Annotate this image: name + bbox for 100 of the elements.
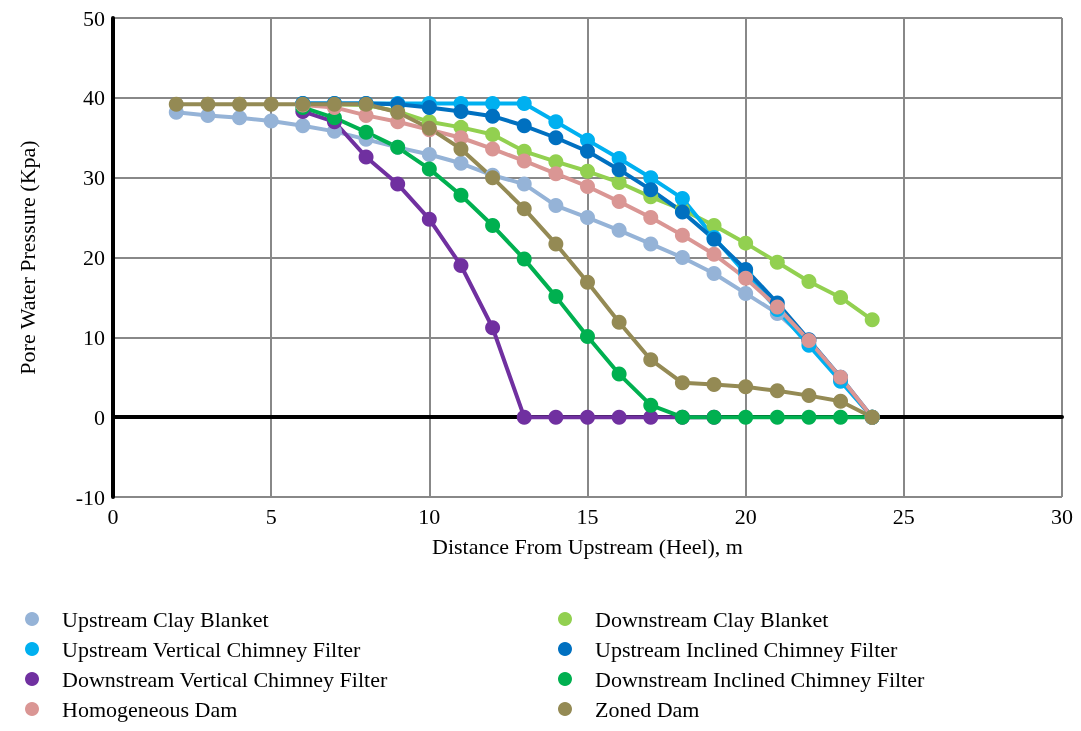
- legend-label: Downstream Inclined Chimney Filter: [595, 666, 925, 692]
- point: [421, 147, 437, 163]
- point: [769, 383, 785, 399]
- point: [453, 257, 469, 273]
- point: [453, 155, 469, 171]
- x-tick-label: 10: [418, 503, 441, 529]
- point: [643, 236, 659, 252]
- point: [168, 96, 184, 112]
- legend-label: Downstream Vertical Chimney Filter: [62, 666, 388, 692]
- point: [485, 141, 501, 157]
- point: [453, 103, 469, 119]
- point: [706, 246, 722, 262]
- point: [611, 366, 627, 382]
- point: [674, 190, 690, 206]
- point: [421, 99, 437, 115]
- legend-label: Upstream Inclined Chimney Filter: [595, 636, 899, 662]
- point: [263, 96, 279, 112]
- point: [453, 141, 469, 157]
- x-tick-label: 20: [734, 503, 757, 529]
- y-tick-label: 30: [83, 165, 105, 191]
- point: [643, 397, 659, 413]
- point: [295, 118, 311, 134]
- point: [516, 118, 532, 134]
- point: [833, 393, 849, 409]
- point: [485, 127, 501, 143]
- point: [580, 163, 595, 179]
- point: [548, 166, 564, 182]
- point: [263, 113, 279, 129]
- legend-label: Zoned Dam: [595, 696, 700, 722]
- point: [548, 289, 564, 305]
- point: [833, 289, 849, 305]
- point: [421, 161, 437, 177]
- point: [706, 376, 722, 392]
- point: [674, 375, 690, 391]
- point: [580, 210, 595, 226]
- point: [485, 218, 501, 234]
- point: [643, 182, 659, 198]
- point: [801, 409, 817, 425]
- point: [769, 409, 785, 425]
- point: [643, 409, 659, 425]
- point: [516, 409, 532, 425]
- y-tick-label: 20: [83, 245, 105, 270]
- point: [548, 154, 564, 170]
- point: [580, 274, 595, 290]
- point: [738, 379, 754, 395]
- point: [421, 211, 437, 227]
- legend-label: Homogeneous Dam: [62, 696, 238, 722]
- point: [674, 227, 690, 243]
- legend-label: Upstream Vertical Chimney Filter: [62, 636, 362, 662]
- legend-label: Downstream Clay Blanket: [595, 606, 829, 632]
- point: [485, 108, 501, 124]
- y-tick-label: -10: [75, 484, 105, 510]
- point: [801, 273, 817, 289]
- point: [232, 96, 248, 112]
- point: [611, 314, 627, 330]
- point: [548, 236, 564, 252]
- point: [611, 409, 627, 425]
- y-tick-label: 50: [83, 5, 105, 31]
- point: [833, 409, 849, 425]
- point: [200, 96, 216, 112]
- point: [516, 201, 532, 217]
- point: [611, 162, 627, 178]
- point: [611, 222, 627, 238]
- x-tick-label: 15: [576, 503, 599, 529]
- point: [232, 110, 248, 126]
- point: [674, 250, 690, 265]
- point: [738, 409, 754, 425]
- point: [548, 409, 564, 425]
- point: [864, 312, 880, 328]
- point: [358, 149, 374, 165]
- y-tick-label: 40: [83, 85, 105, 111]
- point: [769, 254, 785, 270]
- point: [548, 130, 564, 146]
- point: [706, 265, 722, 281]
- point: [548, 198, 564, 214]
- point: [485, 320, 501, 336]
- point: [580, 329, 595, 345]
- point: [453, 187, 469, 203]
- legend-label: Upstream Clay Blanket: [62, 606, 269, 632]
- y-tick-label: 10: [83, 324, 105, 350]
- point: [516, 153, 532, 169]
- point: [580, 143, 595, 159]
- point: [580, 178, 595, 194]
- point: [611, 174, 627, 190]
- point: [738, 270, 754, 286]
- x-axis-title: Distance From Upstream (Heel), m: [432, 533, 743, 559]
- point: [643, 352, 659, 368]
- x-tick-label: 5: [265, 503, 277, 529]
- point: [611, 194, 627, 210]
- point: [548, 114, 564, 130]
- point: [516, 95, 532, 111]
- y-tick-label: 0: [94, 404, 105, 430]
- point: [516, 251, 532, 267]
- y-axis-title: Pore Water Pressure (Kpa): [14, 140, 40, 375]
- point: [516, 176, 532, 192]
- x-tick-label: 30: [1051, 503, 1073, 529]
- point: [801, 388, 817, 404]
- point: [738, 235, 754, 251]
- point: [580, 409, 595, 425]
- x-tick-label: 25: [892, 503, 915, 529]
